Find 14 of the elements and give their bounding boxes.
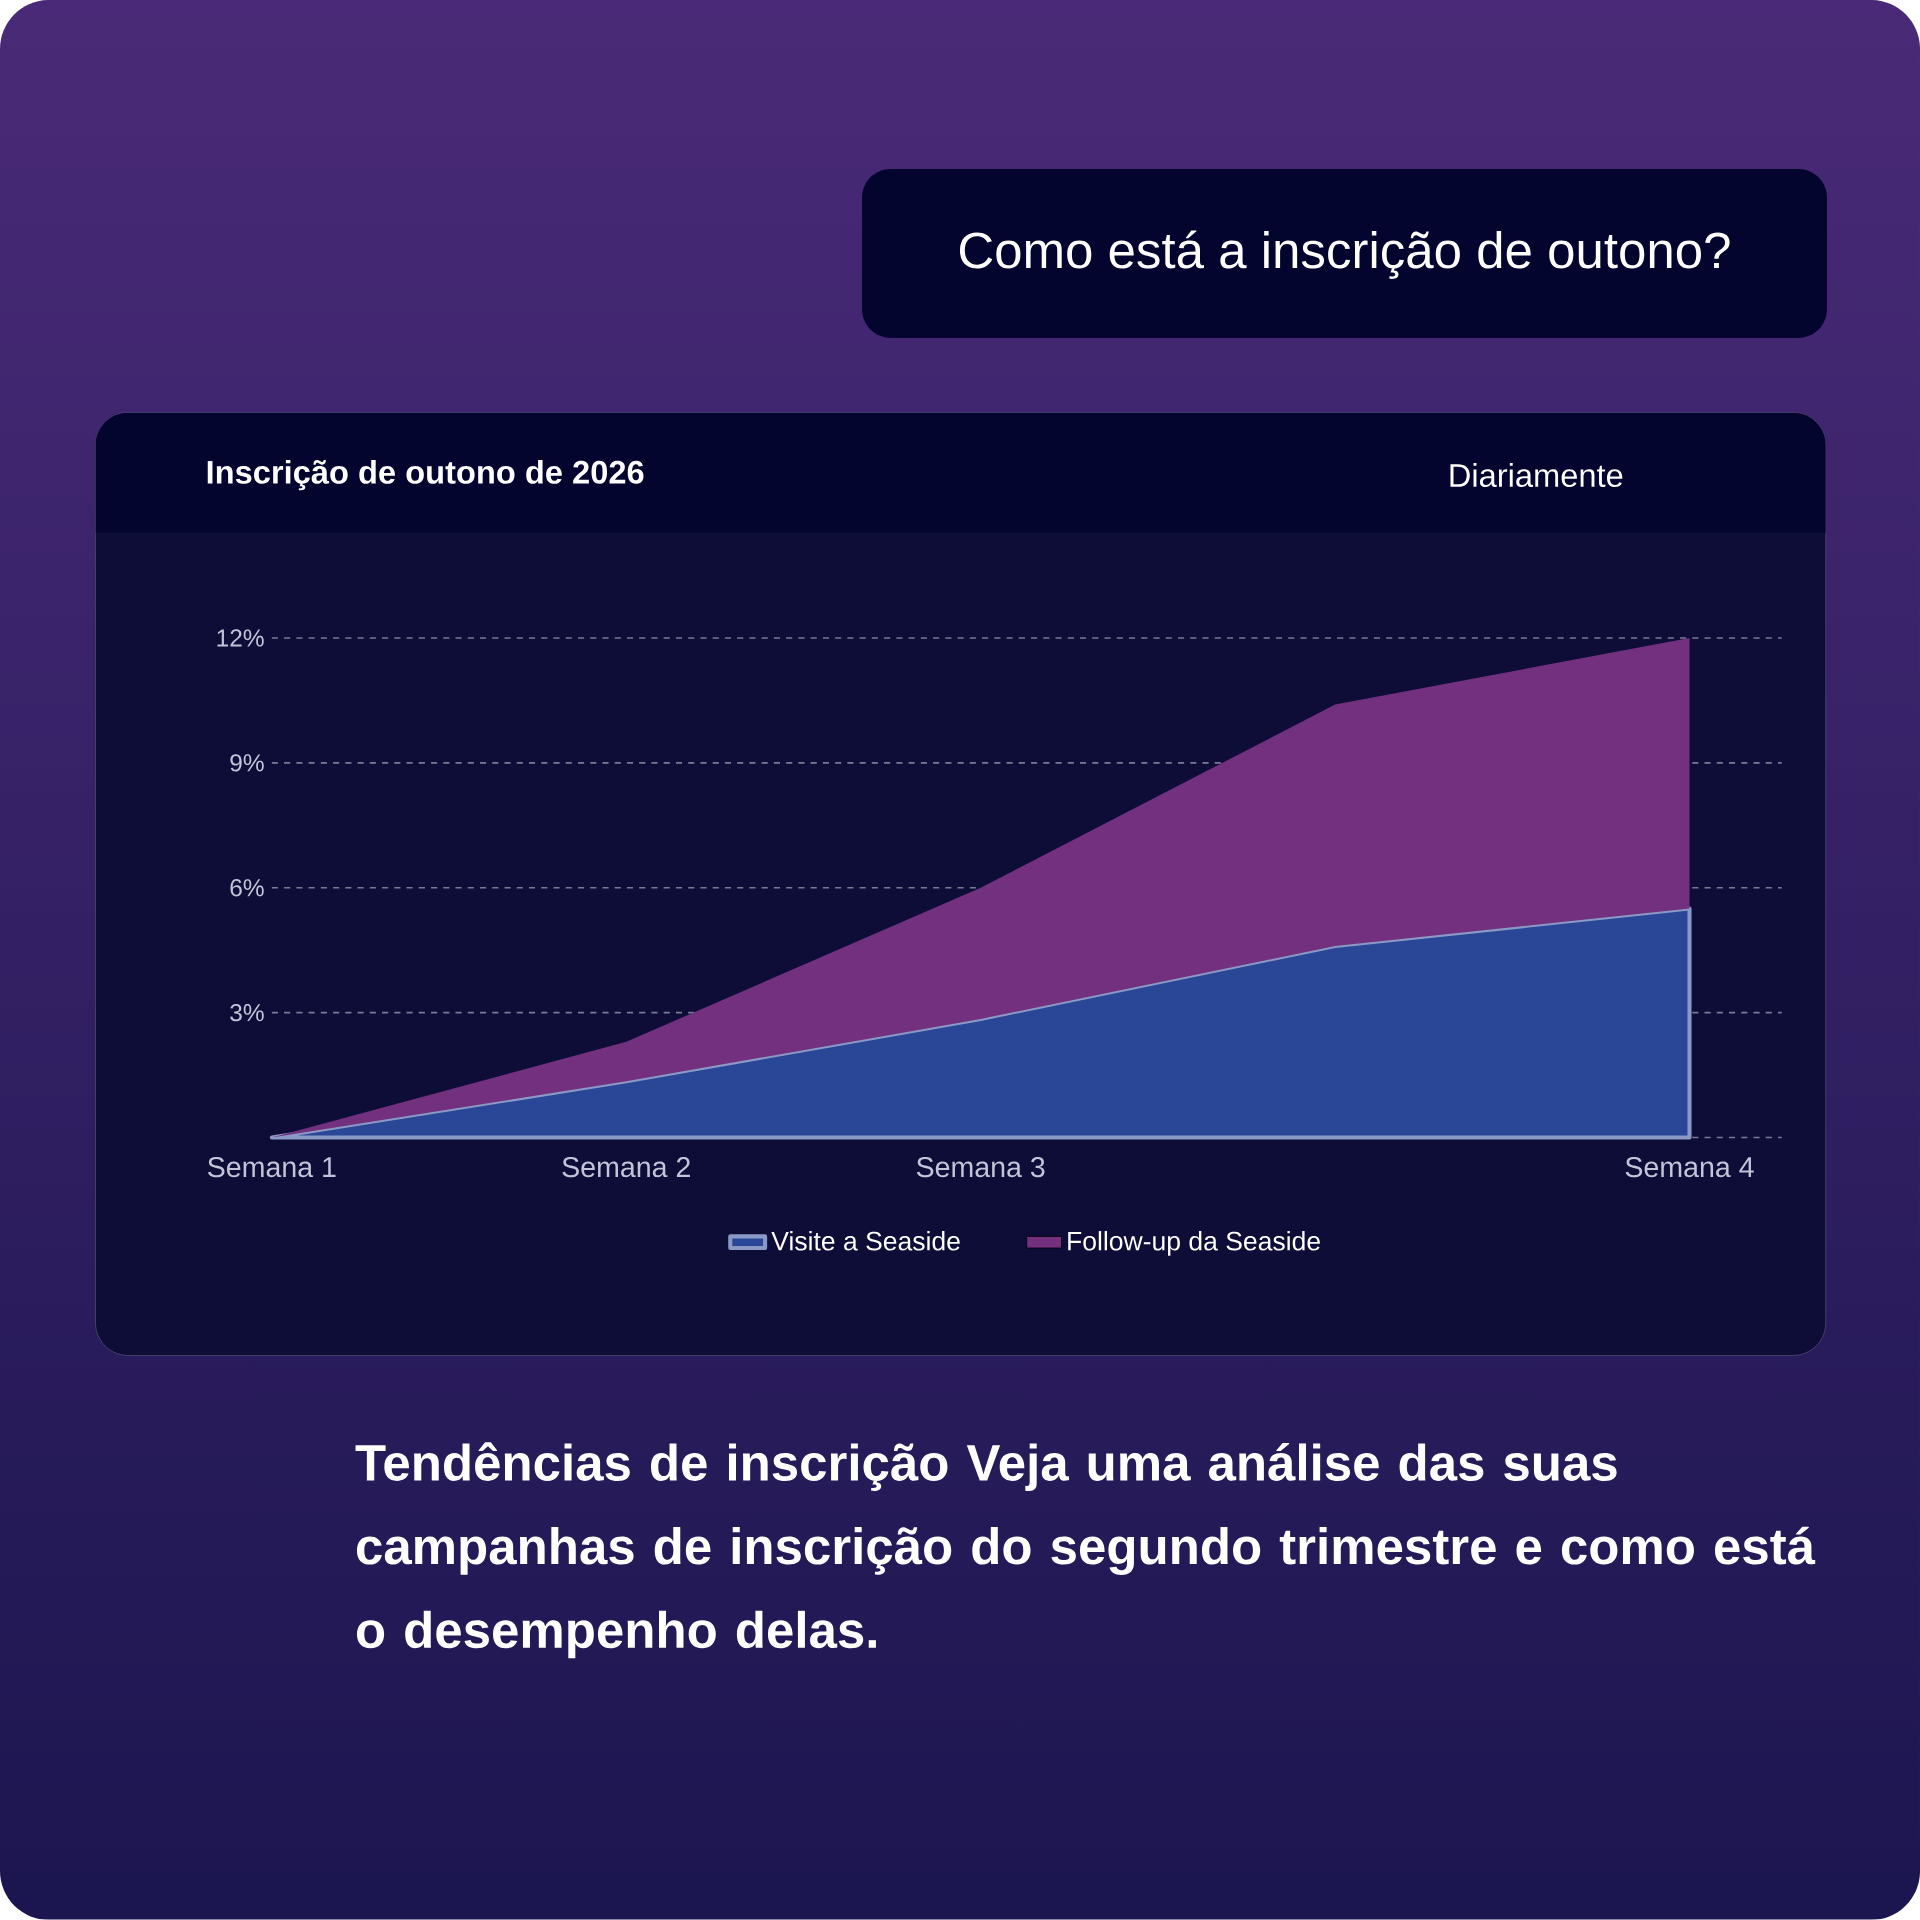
- y-tick-label: 9%: [230, 754, 264, 772]
- text: Como está a inscrição de outono?: [959, 230, 1730, 279]
- text: Tendências de inscrição Veja uma análise das suas campanhas de inscrição do segundo trimestre e como está o desempenho delas.: [355, 1442, 1816, 1659]
- y-tick-label: 3%: [230, 1003, 264, 1022]
- chart-title: Inscrição de outono de 2026: [207, 459, 644, 491]
- x-tick-label: Semana 4: [1625, 1156, 1754, 1178]
- x-tick-label: Semana 1: [208, 1156, 336, 1178]
- y-tick-label: 6%: [230, 879, 264, 897]
- legend-label: Follow-up da Seaside: [1068, 1231, 1320, 1256]
- text: Diariamente: [1450, 463, 1623, 488]
- x-tick-label: Semana 3: [916, 1156, 1045, 1178]
- legend-label: Visite a Seaside: [771, 1231, 960, 1251]
- y-tick-label: 12%: [217, 629, 264, 647]
- x-tick-label: Semana 2: [562, 1156, 690, 1178]
